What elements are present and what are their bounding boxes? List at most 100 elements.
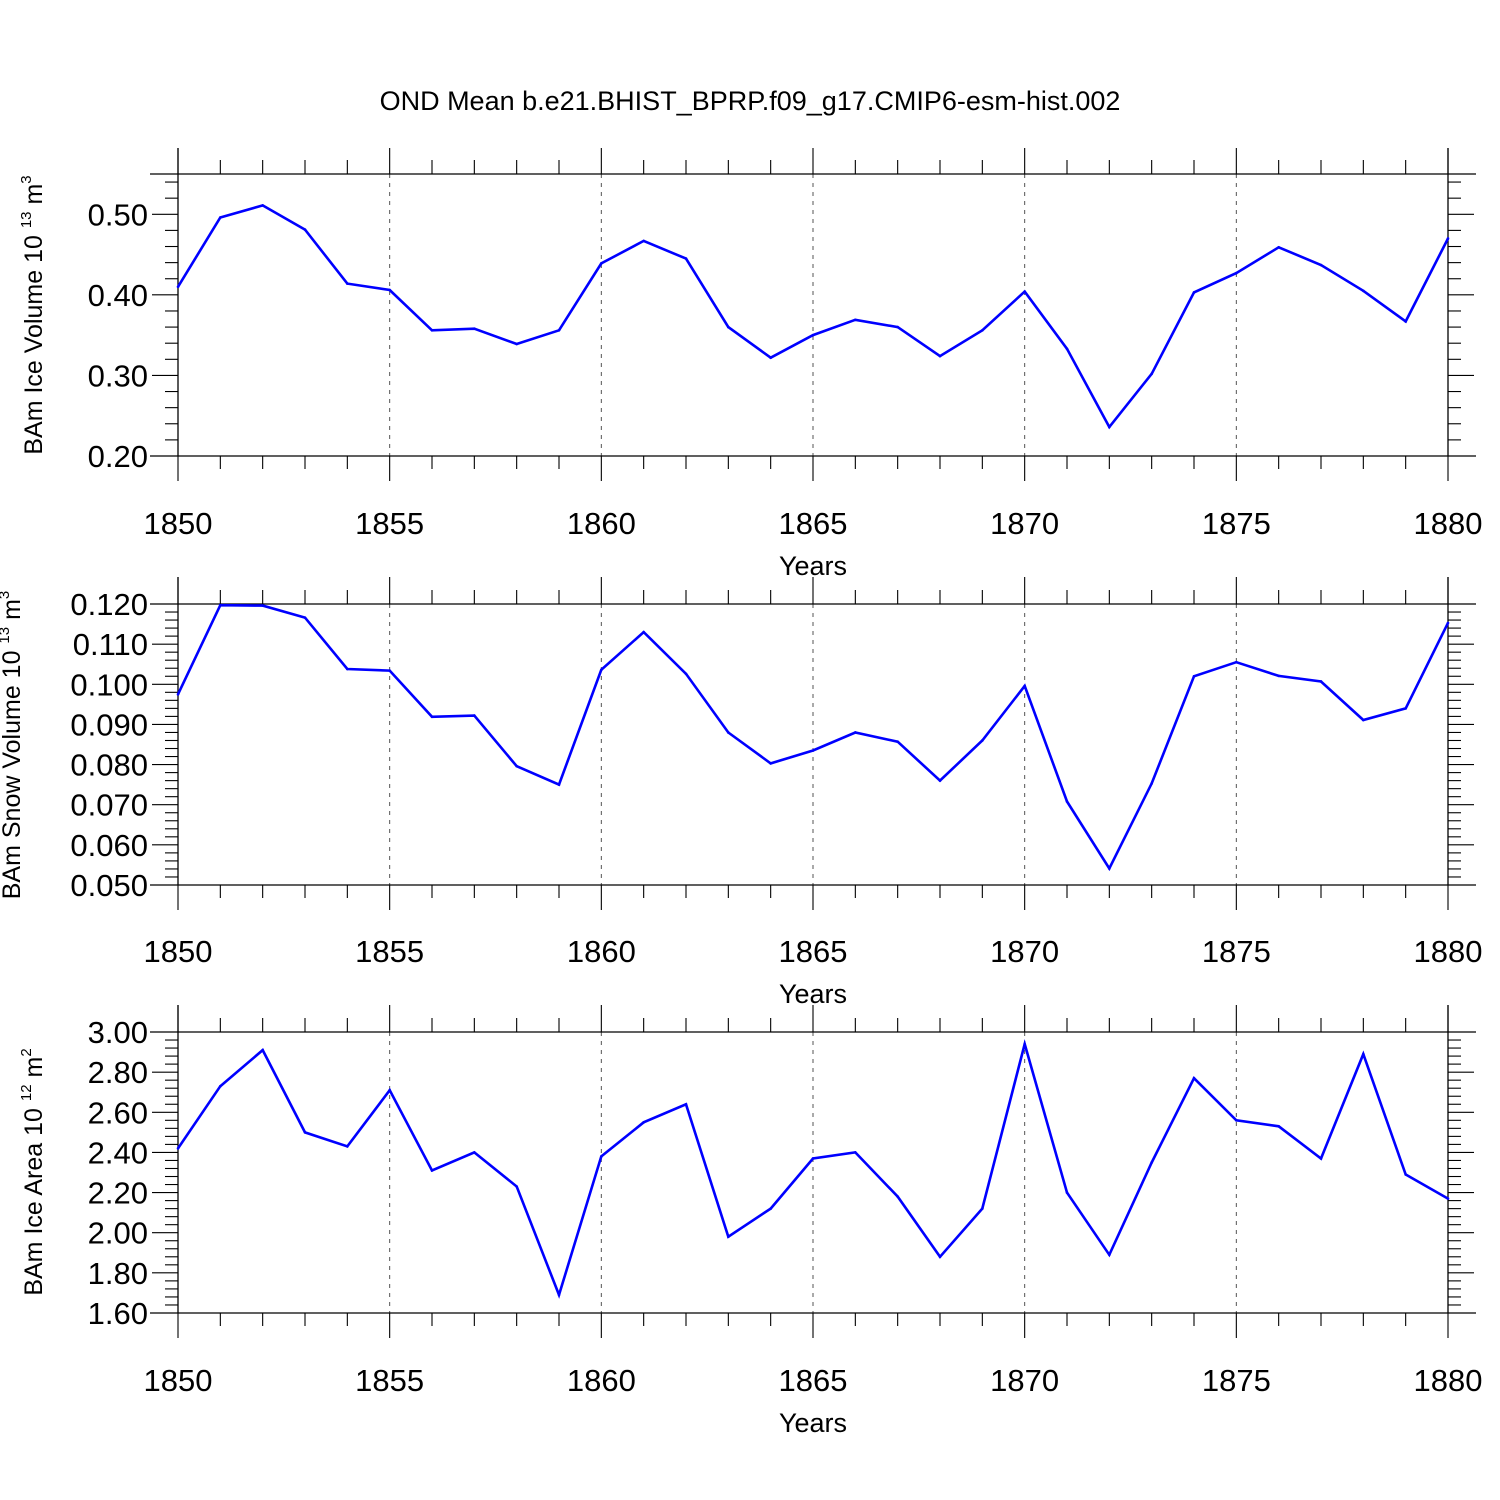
panel-1-xtick-label: 1880 [1414,506,1483,541]
figure-title: OND Mean b.e21.BHIST_BPRP.f09_g17.CMIP6-… [380,86,1121,116]
panel-3-data-point [600,1155,603,1158]
ylabel-exponent: 13 [0,627,13,644]
panel-1-data-point [1362,289,1365,293]
panel-1-xlabel: Years [779,551,847,581]
panel-1-data-point [176,285,180,289]
panel-2-data-point [1277,674,1280,678]
panel-1-ytick-label: 0.50 [88,197,148,232]
panel-2-data-point [684,672,688,676]
panel-1-data-point [727,325,730,329]
panel-1-data-point [1277,246,1280,249]
panel-1-data-point [854,318,857,322]
panel-1-data-point [938,354,942,358]
panel-3-ytick-label: 3.00 [88,1015,148,1050]
panel-2-data-point [981,739,984,742]
panel-2-data-point [430,715,434,719]
panel-2-ytick-label: 0.070 [70,788,148,823]
panel-2-ytick-label: 0.100 [70,667,148,702]
panel-3-data-point [642,1121,645,1124]
ylabel-exponent: 12 [18,1084,35,1101]
panel-1-data-point [1235,271,1238,275]
panel-1-xtick-label: 1855 [355,506,424,541]
panel-3-ytick-label: 1.60 [88,1296,148,1331]
panel-3-data-point [1192,1076,1196,1080]
panel-1-data-point [811,333,815,337]
panel-2: 0.050 0.060 0.070 0.080 0.090 0.100 0.110 0.120… [0,577,1482,1009]
panel-2-data-point [727,731,730,734]
panel-2-data-point [642,630,645,634]
ylabel-unit: m [0,599,26,627]
panel-2-data-point [557,783,561,786]
panel-2-data-point [938,779,942,782]
panel-3-ytick-label: 2.80 [88,1055,148,1090]
panel-1-data-point [557,329,561,332]
panel-1: 0.20 0.30 0.40 0.50 1850 1855 1860 1865 1870 1875… [18,148,1482,581]
panel-1-data-point [515,342,518,346]
panel-1-data-point [1404,320,1407,323]
panel-3-xtick-label: 1850 [144,1363,213,1398]
panel-1-data-point [303,228,307,231]
ylabel-main: BAm Ice Area 10 [20,1101,48,1296]
ylabel-exponent: 13 [18,211,35,228]
panel-1-data-point [388,288,391,292]
panel-1-data-point [430,329,434,332]
panel-3-data-point [769,1207,772,1210]
panel-3-data-point [1108,1253,1111,1257]
ylabel-main: BAm Ice Volume 10 [20,228,48,455]
panel-3-data-point [896,1195,899,1198]
panel-2-xtick-label: 1860 [567,934,636,969]
panel-2-data-point [1446,621,1450,625]
panel-1-xtick-label: 1850 [144,506,213,541]
panel-3-data-point [261,1048,264,1052]
panel-2-data-point [769,762,772,765]
panel-2-xlabel: Years [779,979,847,1009]
panel-3-data-point [430,1169,434,1172]
panel-2-data-point [261,604,264,607]
panel-2-xtick-label: 1850 [144,934,213,969]
panel-1-ytick-label: 0.30 [88,358,148,393]
panel-3-data-point [727,1235,730,1239]
panel-3-data-point [1362,1052,1365,1056]
panel-2-ytick-label: 0.060 [70,828,148,863]
panel-2-data-point [176,693,180,696]
panel-2-data-point [1404,707,1407,710]
panel-1-data-point [219,216,222,219]
panel-1-data-point [261,204,264,207]
panel-3-data-point [303,1131,307,1134]
panel-1-data-point [1446,237,1450,240]
panel-3-data-point [1065,1191,1069,1194]
panel-2-xtick-label: 1880 [1414,934,1483,969]
panel-2-data-point [388,669,391,672]
panel-3-data-point [811,1157,815,1160]
panel-2-ytick-label: 0.050 [70,868,148,903]
panel-3-data-point [981,1207,984,1210]
panel-2-data-point [854,731,857,734]
panel-3-xtick-label: 1875 [1202,1363,1271,1398]
panel-3-xtick-label: 1860 [567,1363,636,1398]
panel-2-data-point [303,616,307,619]
ylabel-unit: m [20,184,48,212]
panel-1-data-point [1319,263,1323,267]
panel-2-data-point [1023,684,1026,688]
panel-1-data-point [896,325,899,329]
ylabel-unit: m [20,1057,48,1085]
panel-1-data-point [600,262,603,265]
panel-3-data-point [1319,1157,1323,1160]
panel-2-data-point [1108,867,1111,870]
panel-1-xtick-label: 1860 [567,506,636,541]
panel-2-data-point [1192,674,1196,678]
panel-3-data-point [219,1084,222,1088]
panel-1-data-point [473,327,476,330]
panel-3-ytick-label: 2.00 [88,1216,148,1251]
panel-2-xtick-label: 1865 [779,934,848,969]
panel-2-data-point [1150,782,1153,785]
panel-1-data-point [684,257,688,260]
panel-3-data-point [1446,1197,1450,1200]
panel-1-data-point [642,239,645,243]
panel-3-data-point [176,1147,180,1150]
panel-3-data-point [388,1088,391,1092]
panel-2-data-point [346,667,349,671]
panel-2-data-point [811,749,815,752]
panel-3-data-point [1150,1161,1153,1164]
